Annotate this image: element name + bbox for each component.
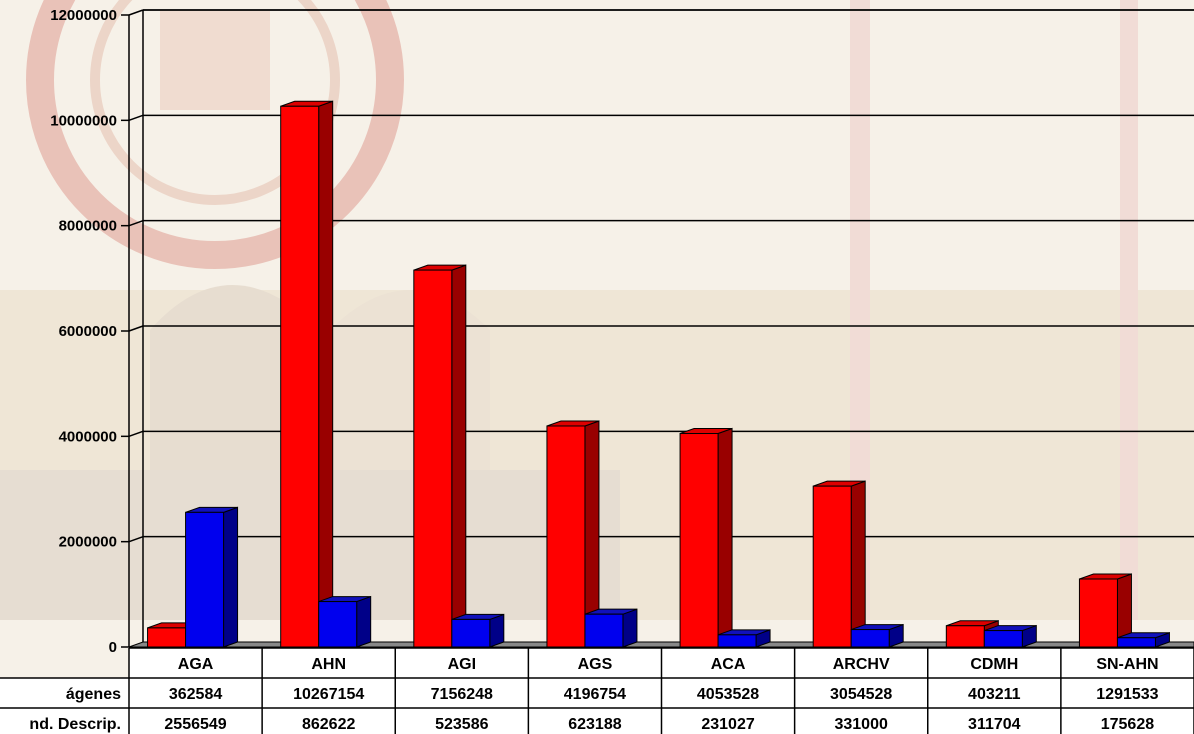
gridline-depth [128,114,144,122]
bar-cdmh-series-1 [983,624,1037,648]
x-tick-label: AHN [311,656,346,673]
gridline-depth [128,430,144,438]
y-tick-label: 8000000 [59,218,117,235]
table-cell: 331000 [834,716,887,733]
bar-aca-series-0 [679,427,733,648]
table-cell: 7156248 [431,686,493,703]
bar-archv-series-0 [812,480,866,648]
table-cell: 4196754 [564,686,626,703]
bar-aca-series-1 [717,629,771,648]
y-tick-label: 2000000 [59,534,117,551]
y-tick-label: 12000000 [50,7,117,24]
x-tick-label: ARCHV [833,656,890,673]
bar-ahn-series-1 [318,595,372,648]
table-row-label: ágenes [66,686,121,703]
y-tick-labels: 0 2000000 4000000 6000000 8000000 10000000 120… [50,7,117,656]
table-cell: 4053528 [697,686,759,703]
gridline-depth [128,325,144,332]
table-cell: 3054528 [830,686,892,703]
x-tick-label: AGA [178,656,214,673]
table-row-label: nd. Descrip. [29,716,121,733]
table-cell: 1291533 [1096,686,1158,703]
table-cell: 623188 [568,716,621,733]
bar-agi-series-0 [413,264,467,648]
table-cell: 403211 [968,686,1021,703]
x-tick-label: CDMH [970,656,1018,673]
x-tick-label: AGS [578,656,613,673]
bar-ags-series-0 [546,420,600,648]
bar-aga-series-1 [185,506,239,648]
bar-archv-series-1 [850,623,904,648]
value-rows-bg [0,678,1194,734]
data-table: AGA AHN AGI AGS ACA ARCHV CDMH SN-AHN ágenes nd. … [0,647,1194,734]
x-tick-label: AGI [448,656,476,673]
table-cell: 2556549 [164,716,226,733]
bar-sn-ahn-series-1 [1116,632,1170,648]
gridline-depth [128,535,144,543]
table-cell: 862622 [302,716,355,733]
table-cell: 175628 [1101,716,1154,733]
axes [121,9,1194,648]
table-cell: 311704 [968,716,1021,733]
bar-ags-series-1 [584,608,638,648]
table-cell: 523586 [435,716,488,733]
table-cell: 362584 [169,686,222,703]
x-tick-label: ACA [711,656,746,673]
bars [147,100,1170,648]
y-tick-label: 4000000 [59,428,117,445]
gridline-depth [128,9,144,16]
table-cell: 231027 [701,716,754,733]
table-cell: 10267154 [293,686,364,703]
y-tick-label: 0 [109,639,117,656]
y-tick-label: 6000000 [59,323,117,340]
y-tick-label: 10000000 [50,112,117,129]
gridline-depth [128,219,144,227]
bar-ahn-series-0 [280,100,334,648]
bar-agi-series-1 [451,613,505,648]
x-tick-label: SN-AHN [1096,656,1158,673]
bar-sn-ahn-series-0 [1078,573,1132,648]
